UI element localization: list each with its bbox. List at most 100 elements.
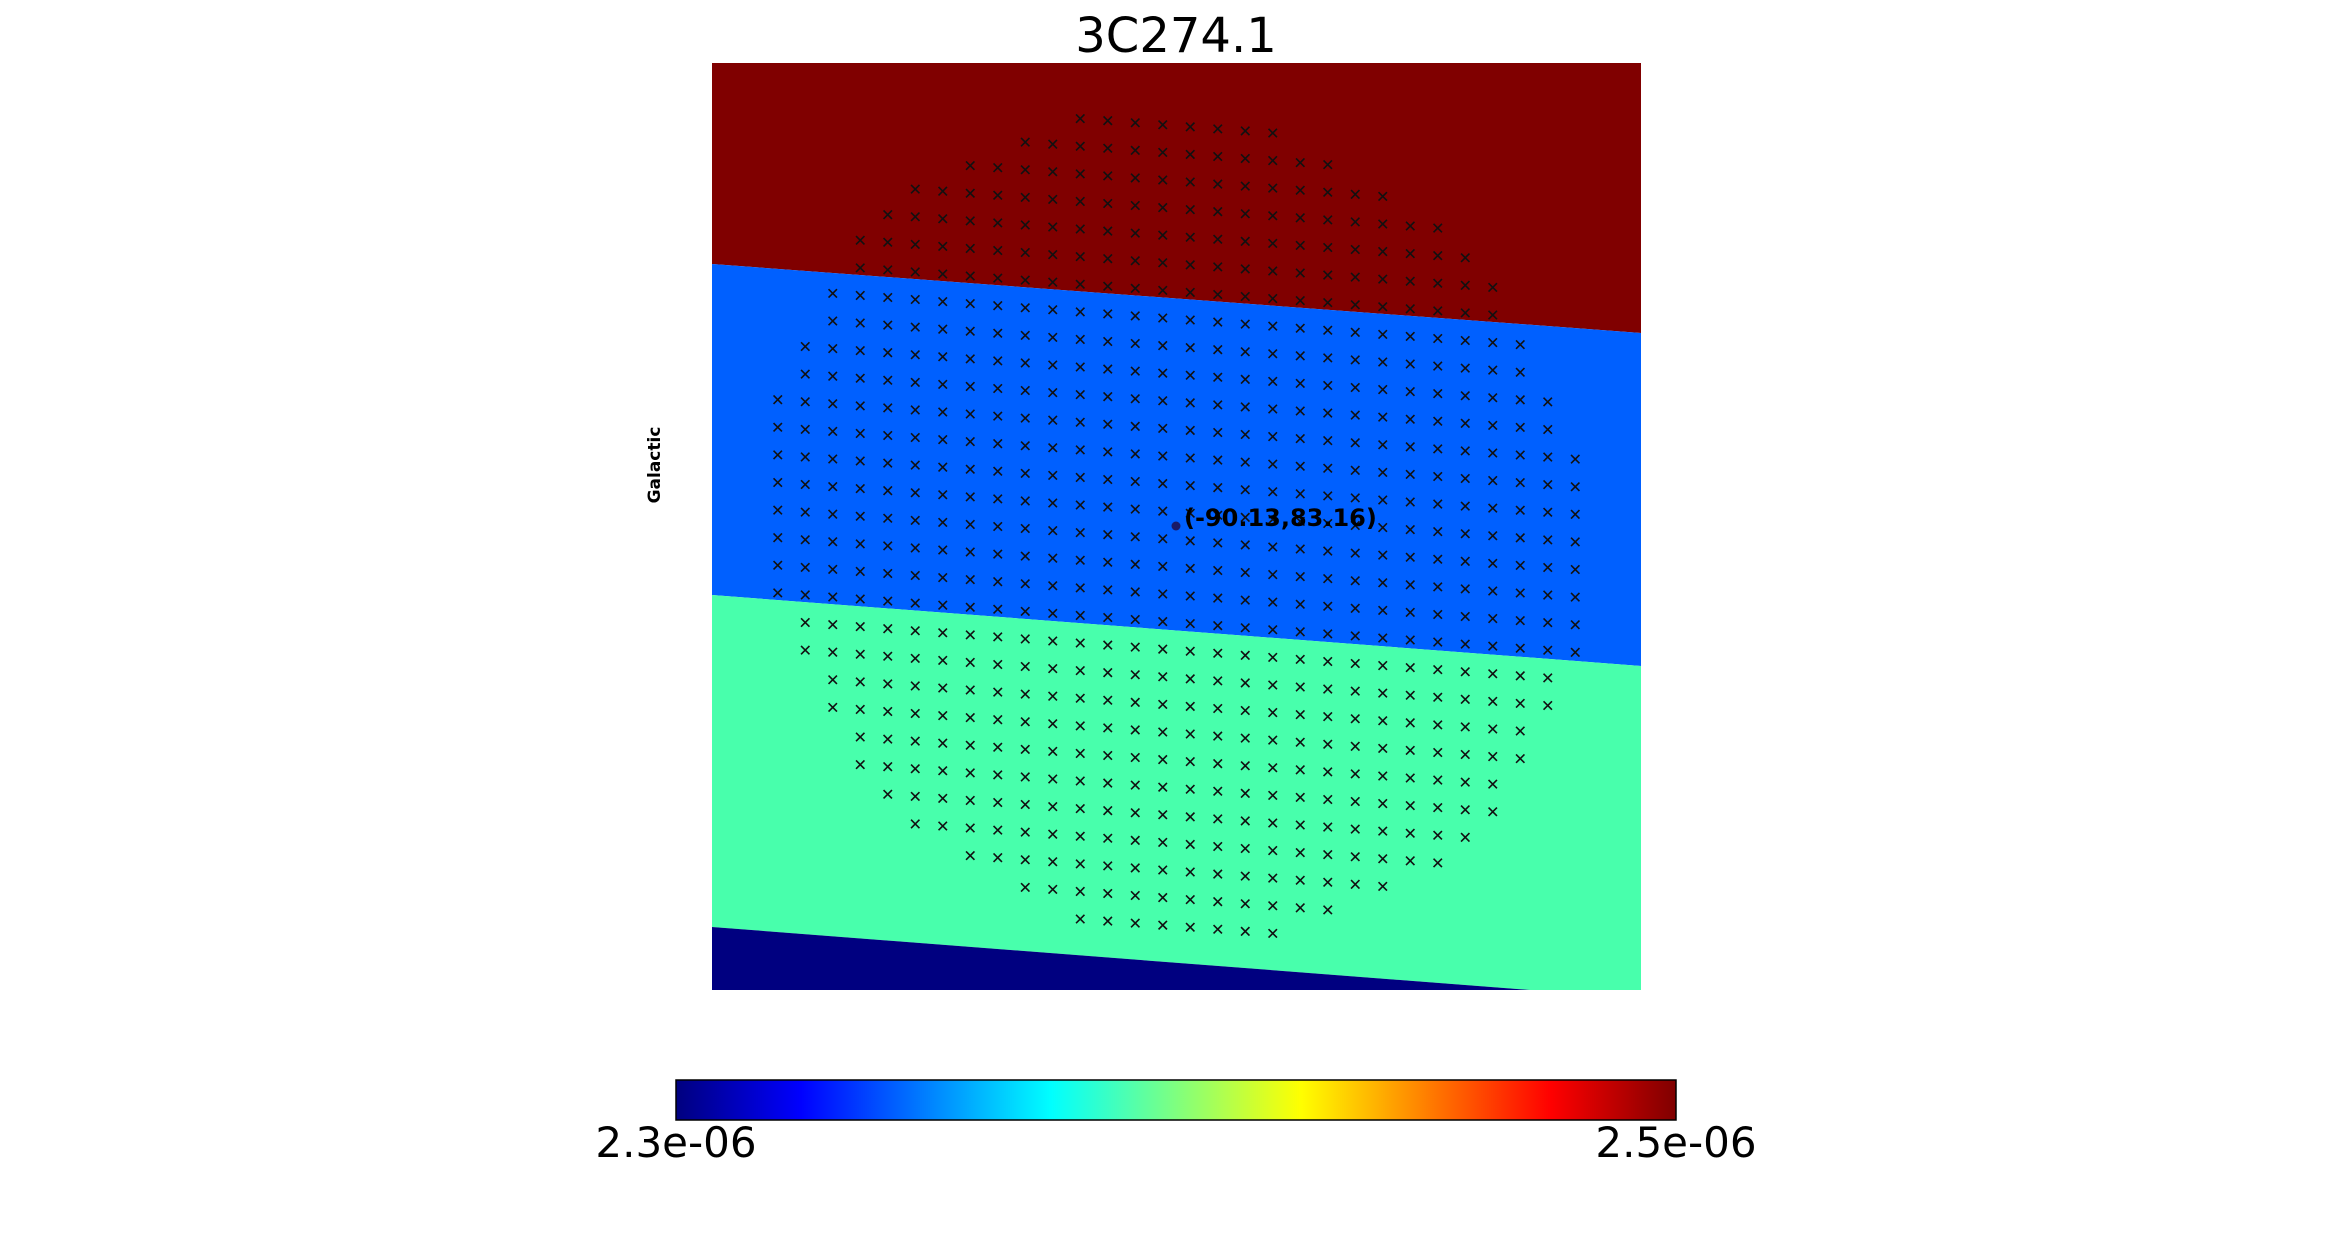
sample-point-marker (1240, 898, 1251, 909)
sample-point-marker (1240, 319, 1251, 329)
sample-point-marker (965, 547, 976, 557)
sample-point-marker (1212, 731, 1223, 741)
sample-point-marker (1130, 669, 1141, 680)
sample-point-marker (1460, 528, 1471, 539)
sample-point-marker (855, 456, 866, 466)
sample-point-marker (1130, 697, 1141, 708)
sample-point-marker (1185, 536, 1196, 546)
sample-point-marker (1130, 311, 1141, 321)
sample-point-marker (1487, 806, 1498, 817)
sample-point-marker (1377, 716, 1388, 726)
sample-point-marker (1075, 886, 1086, 897)
sample-point-marker (1350, 272, 1361, 282)
sample-point-marker (882, 513, 893, 524)
sample-point-marker (1240, 484, 1251, 495)
sample-point-marker (800, 341, 811, 352)
sample-point-marker (1075, 721, 1086, 731)
sample-point-marker (1157, 727, 1168, 737)
sample-point-marker (882, 623, 893, 634)
sample-point-marker (1212, 896, 1223, 907)
sample-point-marker (1185, 756, 1196, 767)
sample-point-marker (827, 426, 838, 437)
sample-point-marker (992, 494, 1003, 504)
map-panel (712, 63, 1641, 990)
sample-point-marker (1185, 646, 1196, 656)
sample-point-marker (1322, 849, 1333, 860)
sample-point-marker (1405, 248, 1416, 259)
sample-point-marker (1295, 765, 1306, 775)
sample-point-marker (1295, 544, 1306, 554)
sample-point-marker (1322, 491, 1333, 501)
sample-point-marker (992, 328, 1003, 339)
sample-point-marker (1020, 164, 1031, 175)
sample-point-marker (1157, 423, 1168, 434)
sample-point-marker (1185, 591, 1196, 601)
sample-point-marker (1102, 778, 1113, 788)
sample-point-marker (1130, 890, 1141, 901)
sample-point-marker (1432, 250, 1443, 261)
sample-point-marker (1075, 500, 1086, 510)
sample-point-marker (1102, 695, 1113, 706)
center-marker: (-90.13,83.16) (1171, 504, 1377, 532)
sample-point-marker (1240, 843, 1251, 854)
sample-point-marker (1432, 361, 1443, 371)
sample-point-marker (1130, 421, 1141, 432)
sample-point-marker (1432, 802, 1443, 813)
sample-point-marker (1102, 281, 1113, 292)
sample-point-marker (1185, 784, 1196, 794)
sample-point-marker (1322, 877, 1333, 888)
sample-point-marker (1212, 924, 1223, 935)
sample-point-marker (1047, 801, 1058, 812)
sample-point-marker (910, 763, 921, 774)
sample-point-marker (1130, 255, 1141, 266)
sample-point-marker (1130, 614, 1141, 625)
sample-point-marker (1075, 859, 1086, 869)
sample-point-marker (1267, 514, 1278, 525)
sample-point-marker (1185, 618, 1196, 629)
sample-point-marker (1185, 260, 1196, 270)
sample-point-marker (1405, 773, 1416, 783)
sample-point-marker (1047, 167, 1058, 177)
sample-point-marker (1185, 508, 1196, 518)
sample-point-marker (855, 539, 866, 549)
sample-point-marker (1020, 716, 1031, 727)
sample-point-marker (910, 515, 921, 526)
sample-point-marker (992, 687, 1003, 697)
sample-point-marker (1102, 143, 1113, 154)
sample-point-marker (1405, 221, 1416, 231)
sample-point-marker (855, 345, 866, 356)
sample-point-marker (882, 596, 893, 606)
sample-point-marker (772, 532, 783, 543)
sample-point-marker (1240, 457, 1251, 467)
sample-point-marker (1405, 497, 1416, 507)
sample-point-marker (827, 509, 838, 519)
sample-point-marker (1185, 232, 1196, 242)
sample-point-marker (1322, 242, 1333, 253)
sample-point-marker (1212, 124, 1223, 134)
sample-point-marker (1267, 901, 1278, 911)
sample-point-marker (1157, 258, 1168, 268)
sample-point-marker (1377, 660, 1388, 671)
center-coordinate-label: (-90.13,83.16) (1184, 504, 1377, 532)
sample-point-marker (1460, 722, 1471, 732)
sample-point-marker (855, 373, 866, 384)
sample-point-marker (1350, 851, 1361, 862)
sample-point-marker (855, 704, 866, 715)
sample-point-marker (1212, 400, 1223, 410)
sample-point-marker (937, 379, 948, 390)
sample-point-marker (1075, 665, 1086, 676)
sample-point-marker (1377, 633, 1388, 643)
sample-point-marker (1047, 553, 1058, 563)
sample-point-marker (1240, 816, 1251, 826)
sample-point-marker (882, 237, 893, 248)
sample-point-marker (1432, 278, 1443, 289)
sample-point-marker (1075, 251, 1086, 262)
sample-point-marker (965, 685, 976, 695)
sample-point-marker (1102, 805, 1113, 816)
sample-point-marker (1075, 362, 1086, 372)
sample-point-marker (827, 537, 838, 547)
sample-point-marker (1130, 559, 1141, 570)
sample-point-marker (965, 602, 976, 612)
sample-point-marker (1432, 444, 1443, 454)
sample-point-marker (1102, 502, 1113, 512)
